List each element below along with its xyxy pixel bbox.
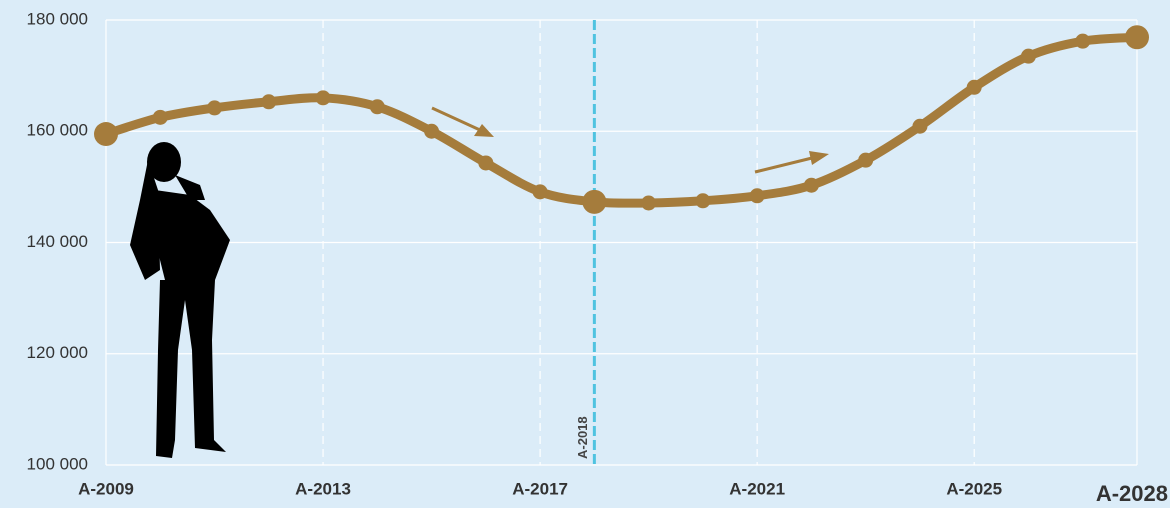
x-tick-label: A-2021 <box>729 479 785 498</box>
point <box>858 153 873 168</box>
reference-label: A-2018 <box>575 416 590 459</box>
x-tick-label: A-2017 <box>512 479 568 498</box>
point <box>582 190 606 214</box>
point <box>207 100 222 115</box>
y-tick-label: 100 000 <box>27 454 88 473</box>
x-tick-label: A-2013 <box>295 479 351 498</box>
point <box>1125 25 1149 49</box>
y-tick-label: 180 000 <box>27 9 88 28</box>
x-tick-label: A-2009 <box>78 479 134 498</box>
y-tick-label: 120 000 <box>27 343 88 362</box>
x-tick-label: A-2025 <box>946 479 1002 498</box>
chart: 100 000 120 000 140 000 160 000 180 000 A-200… <box>0 0 1170 508</box>
x-tick-label: A-2028 <box>1096 481 1168 506</box>
point <box>94 122 118 146</box>
point <box>695 193 710 208</box>
point <box>153 110 168 125</box>
point <box>641 196 656 211</box>
point <box>316 90 331 105</box>
point <box>533 184 548 199</box>
point <box>424 124 439 139</box>
point <box>261 94 276 109</box>
point <box>1021 49 1036 64</box>
point <box>967 80 982 95</box>
y-tick-label: 140 000 <box>27 232 88 251</box>
point <box>912 119 927 134</box>
y-tick-label: 160 000 <box>27 121 88 140</box>
point <box>370 99 385 114</box>
point <box>478 155 493 170</box>
point <box>804 178 819 193</box>
point <box>750 188 765 203</box>
point <box>1075 34 1090 49</box>
